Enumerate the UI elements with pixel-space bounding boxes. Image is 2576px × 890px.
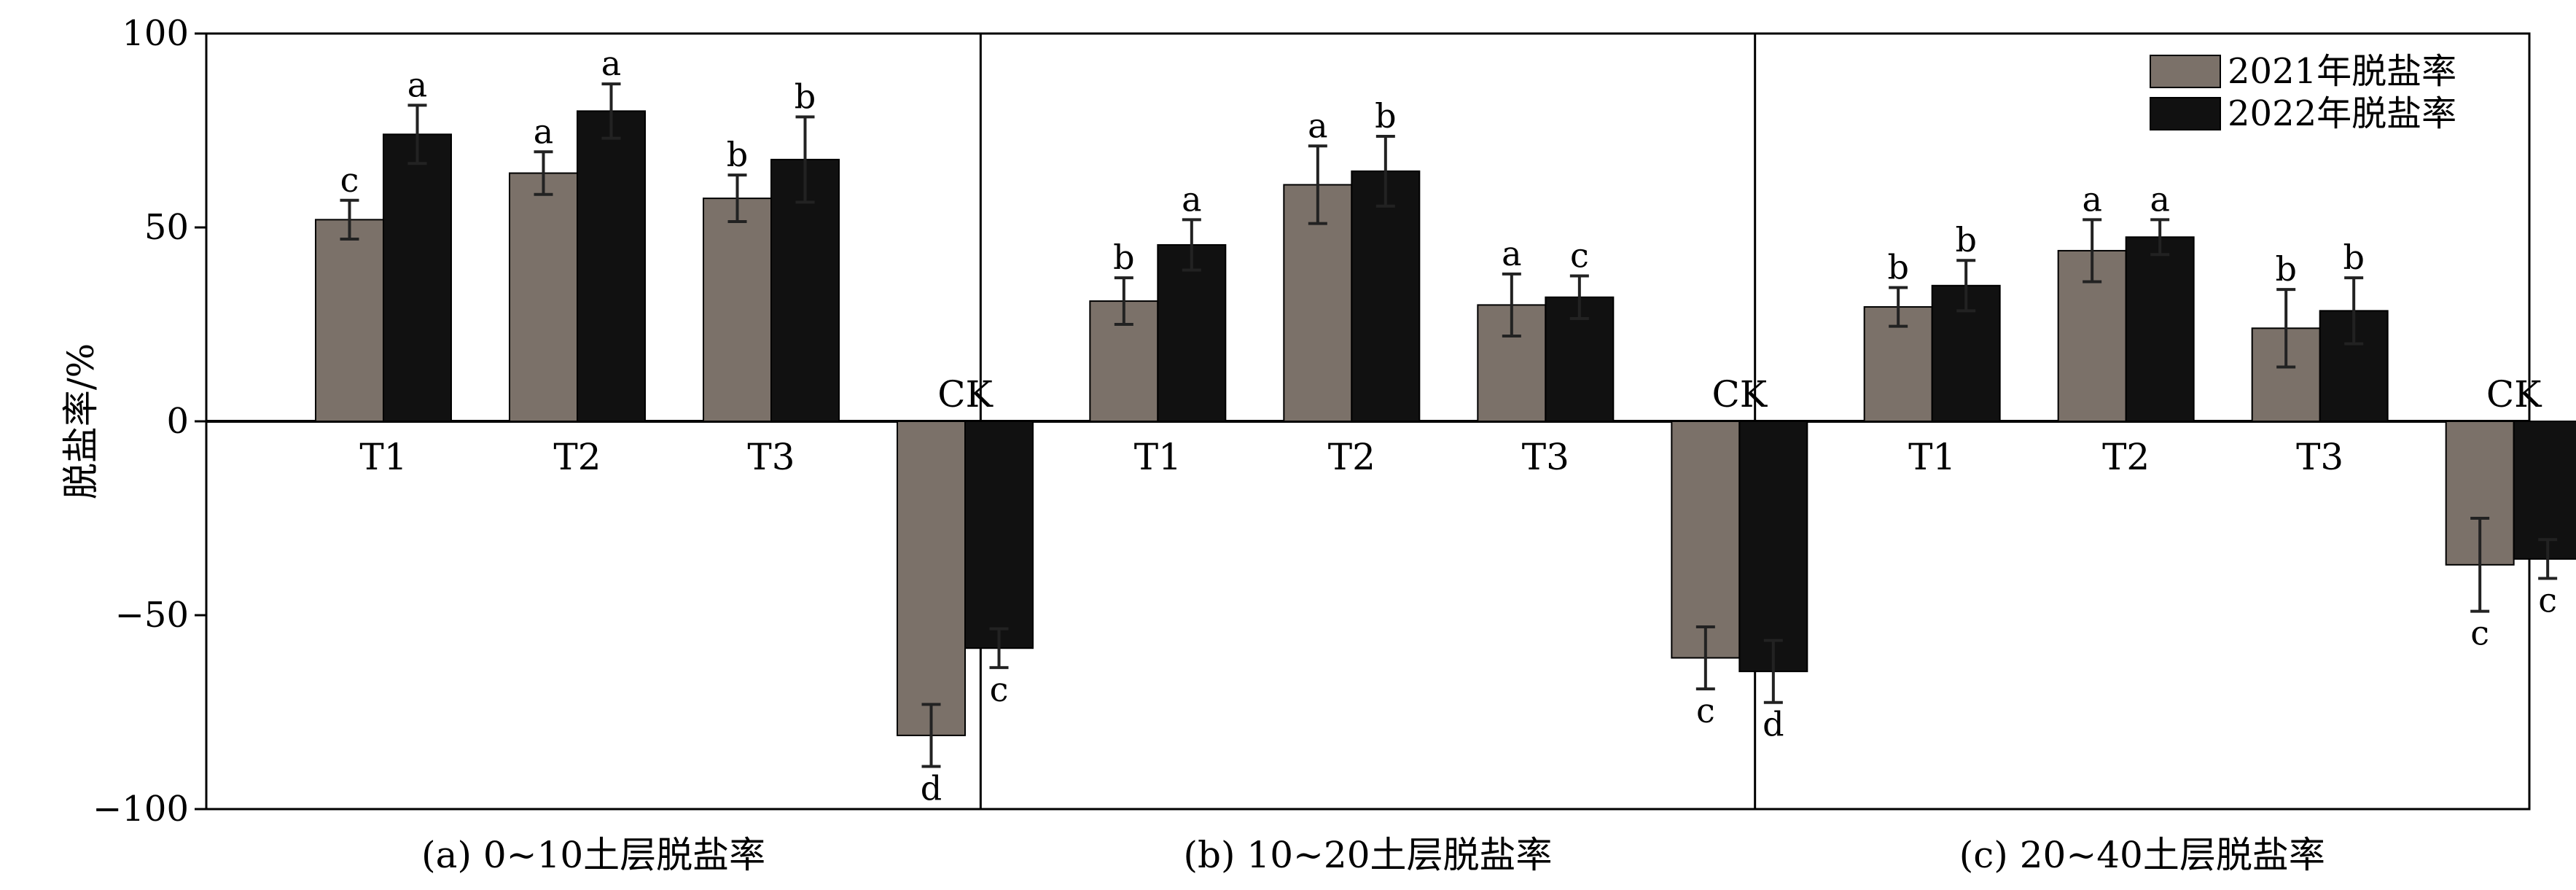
significance-label: c [990, 670, 1009, 709]
significance-label: c [1696, 691, 1715, 730]
category-label: T3 [747, 436, 795, 478]
category-label: CK [2486, 373, 2542, 415]
y-tick-label: 0 [166, 401, 189, 442]
panel-title: (c) 20~40土层脱盐率 [1959, 834, 2325, 876]
significance-label: a [1182, 179, 1201, 219]
significance-label: b [1113, 238, 1134, 277]
legend-label: 2022年脱盐率 [2228, 93, 2456, 134]
y-tick-label: 50 [144, 207, 189, 248]
labels: 100 50 0 −50 −100 脱盐率/% c a T1 a a T2 b b T3 d c CK (a) 0~… [60, 13, 2557, 876]
significance-label: c [1570, 236, 1589, 276]
category-label: T2 [553, 436, 601, 478]
category-label: CK [937, 373, 994, 415]
significance-label: c [2538, 580, 2557, 620]
category-label: T2 [1328, 436, 1375, 478]
significance-label: b [1955, 220, 1976, 259]
significance-label: b [2343, 238, 2364, 277]
y-axis-label: 脱盐率/% [60, 343, 102, 499]
y-tick-label: −100 [93, 789, 189, 830]
legend-swatch [2150, 55, 2221, 88]
bar [964, 421, 1034, 649]
bar [577, 110, 646, 422]
significance-label: a [2082, 179, 2101, 219]
bar [315, 219, 384, 422]
bar [1351, 170, 1421, 423]
category-label: T1 [1908, 436, 1956, 478]
bar [1671, 421, 1741, 659]
significance-label: a [1308, 106, 1327, 145]
significance-label: b [1887, 247, 1908, 286]
bar [383, 133, 452, 422]
significance-label: a [1502, 234, 1521, 273]
significance-label: b [727, 135, 748, 174]
y-tick-label: −50 [115, 595, 189, 636]
significance-label: c [340, 160, 359, 200]
bar [2513, 421, 2576, 560]
bar [897, 421, 966, 736]
category-label: CK [1712, 373, 1768, 415]
bars [315, 82, 2576, 768]
significance-label: a [407, 65, 427, 104]
category-label: T1 [1134, 436, 1182, 478]
significance-label: b [795, 77, 816, 116]
bar [703, 198, 772, 422]
category-label: T3 [2296, 436, 2343, 478]
bar [1738, 421, 1808, 673]
bar [1157, 243, 1227, 422]
significance-label: a [534, 112, 553, 151]
significance-label: d [1763, 705, 1784, 744]
legend-label: 2021年脱盐率 [2228, 51, 2456, 92]
y-tick-label: 100 [122, 13, 189, 54]
significance-label: a [2150, 179, 2169, 219]
significance-label: d [921, 768, 942, 808]
significance-label: b [1375, 96, 1396, 136]
significance-label: a [601, 44, 621, 83]
panel-title: (b) 10~20土层脱盐率 [1183, 834, 1552, 876]
bar [2125, 236, 2195, 422]
significance-label: c [2470, 614, 2489, 653]
significance-label: b [2275, 249, 2296, 289]
category-label: T3 [1522, 436, 1569, 478]
category-label: T1 [359, 436, 407, 478]
category-label: T2 [2102, 436, 2150, 478]
bar [509, 172, 578, 423]
panel-title: (a) 0~10土层脱盐率 [421, 834, 765, 876]
legend-swatch [2150, 97, 2221, 130]
